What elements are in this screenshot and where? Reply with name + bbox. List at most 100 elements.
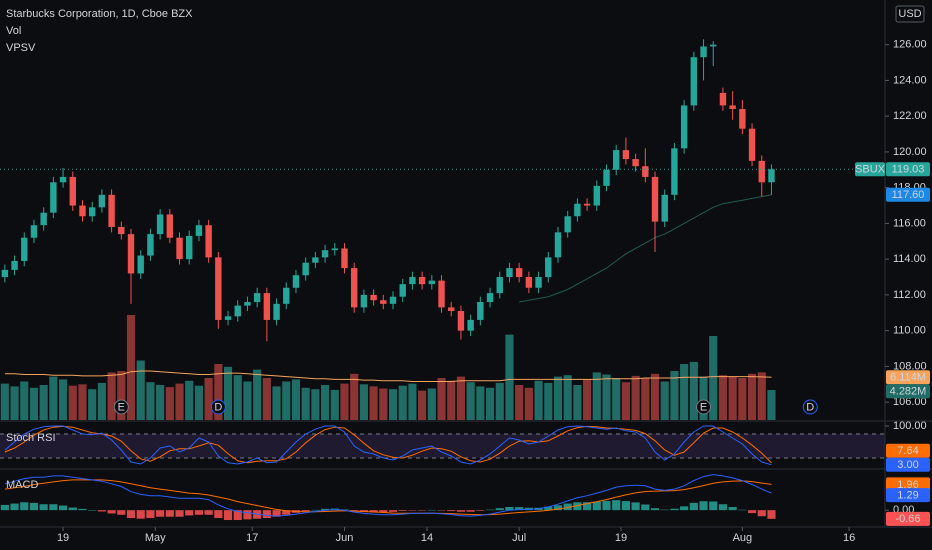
candle-body xyxy=(477,302,484,320)
x-tick-label: May xyxy=(145,532,166,544)
macd-histogram-bar xyxy=(194,510,204,515)
candle-body xyxy=(593,185,600,206)
volume-ma-tag-bg xyxy=(886,370,930,385)
macd-histogram-bar xyxy=(718,504,728,511)
volume-label: Vol xyxy=(6,25,21,37)
candle-body xyxy=(118,226,125,235)
volume-bar xyxy=(476,386,485,420)
volume-bar xyxy=(738,378,747,420)
candle-body xyxy=(389,296,397,304)
macd-histogram-bar xyxy=(136,510,145,519)
macd-tag-bg xyxy=(886,488,930,503)
chart-title: Starbucks Corporation, 1D, Cboe BZX xyxy=(6,8,193,20)
volume-bar xyxy=(107,372,116,420)
x-tick-label: 16 xyxy=(843,532,855,544)
macd-histogram-bar xyxy=(156,510,165,517)
stoch-k-tag-bg xyxy=(886,457,930,472)
candle-body xyxy=(234,305,241,317)
macd-histogram-bar xyxy=(117,510,126,515)
volume-bar xyxy=(146,382,155,420)
candle-body xyxy=(253,293,261,303)
y-tick-label: 124.00 xyxy=(893,74,927,86)
volume-bar xyxy=(165,387,174,420)
symbol-tag: SBUX xyxy=(855,164,886,176)
candle-body xyxy=(166,214,174,238)
candle-body xyxy=(21,237,28,261)
candle-body xyxy=(263,293,271,320)
macd-histogram-bar xyxy=(592,501,601,511)
volume-bar xyxy=(59,379,68,420)
macd-histogram-bar xyxy=(29,502,39,511)
macd-histogram-bar xyxy=(650,508,660,511)
volume-bar xyxy=(757,372,766,420)
candle-body xyxy=(341,248,348,269)
candle-body xyxy=(137,255,144,274)
macd-histogram-bar xyxy=(505,507,514,511)
macd-histogram-bar xyxy=(602,500,611,511)
macd-histogram-bar xyxy=(68,507,77,511)
macd-histogram-bar xyxy=(97,510,106,512)
y-tick-label: 108.00 xyxy=(893,360,927,372)
volume-bar xyxy=(369,386,378,420)
currency-box[interactable] xyxy=(895,5,925,23)
macd-histogram-bar xyxy=(767,510,776,519)
volume-bar xyxy=(185,380,194,420)
macd-histogram-bar xyxy=(398,510,407,511)
volume-bar xyxy=(350,373,359,420)
volume-bar xyxy=(670,371,679,420)
candle-body xyxy=(1,269,9,278)
volume-bar xyxy=(20,381,29,420)
volume-bar xyxy=(641,378,650,420)
x-tick-label: Jul xyxy=(512,532,526,544)
event-label: E xyxy=(700,401,707,413)
candle-body xyxy=(506,268,513,278)
volume-bar xyxy=(563,375,572,420)
volume-bar xyxy=(447,380,456,420)
x-tick-label: Jun xyxy=(336,532,354,544)
macd-histogram-bar xyxy=(476,510,485,511)
macd-histogram-bar xyxy=(738,509,747,511)
volume-bar xyxy=(544,382,553,420)
macd-histogram-bar xyxy=(573,502,582,511)
candle-body xyxy=(418,277,426,285)
volume-bar xyxy=(214,364,223,420)
volume-bar xyxy=(427,388,436,420)
candle-body xyxy=(195,225,203,236)
macd-histogram-bar xyxy=(88,510,97,511)
macd-histogram-bar xyxy=(456,510,466,512)
candle-body xyxy=(535,277,542,288)
macd-histogram-bar xyxy=(466,510,475,512)
volume-bar xyxy=(456,376,466,420)
macd-histogram-bar xyxy=(563,503,572,511)
candle-body xyxy=(496,277,503,294)
macd-histogram-bar xyxy=(321,508,330,511)
macd-histogram-bar xyxy=(553,505,563,511)
macd-histogram-bar xyxy=(49,504,58,511)
volume-bar xyxy=(689,361,698,420)
macd-histogram-bar xyxy=(485,509,495,511)
candle-body xyxy=(680,105,688,149)
macd-histogram-bar xyxy=(20,502,29,511)
volume-bar xyxy=(718,375,728,420)
candle-body xyxy=(283,287,290,304)
candle-body xyxy=(215,257,222,320)
volume-bar xyxy=(379,388,388,420)
vpsv-label: VPSV xyxy=(6,42,36,54)
y-tick-label: 122.00 xyxy=(893,110,927,122)
macd-signal-line xyxy=(4,479,772,516)
candle-body xyxy=(244,302,251,306)
currency[interactable]: USD xyxy=(898,8,921,20)
macd-histogram-bar xyxy=(204,510,213,515)
stoch-k-tag: 3.00 xyxy=(897,459,918,471)
volume-ma-line xyxy=(4,370,772,382)
candle-body xyxy=(525,277,533,288)
volume-bar xyxy=(39,385,48,420)
candle-body xyxy=(176,237,183,260)
candle-body xyxy=(661,194,668,222)
volume-bar xyxy=(573,385,582,420)
candle-body xyxy=(448,307,455,311)
candle-body xyxy=(370,294,377,301)
macd-histogram-bar xyxy=(388,510,398,512)
candle-body xyxy=(88,207,96,217)
event-marker xyxy=(696,399,712,415)
